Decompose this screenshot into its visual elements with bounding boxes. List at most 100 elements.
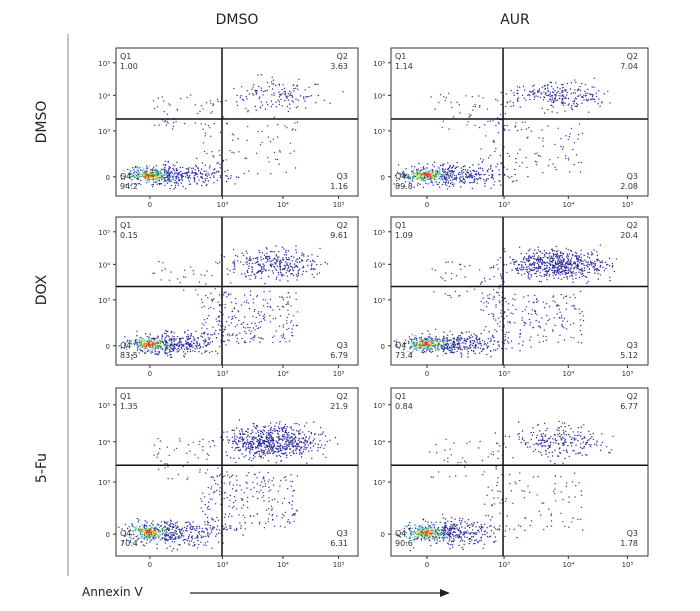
data-point	[246, 251, 247, 252]
data-point	[472, 164, 473, 165]
data-point	[275, 102, 276, 103]
data-point	[527, 137, 528, 138]
data-point	[443, 96, 444, 97]
data-point	[436, 339, 437, 340]
data-point	[299, 441, 300, 442]
data-point	[278, 426, 279, 427]
data-point	[205, 178, 206, 179]
data-point	[263, 318, 264, 319]
data-point	[164, 174, 165, 175]
data-point	[169, 354, 170, 355]
data-point	[156, 353, 157, 354]
data-point	[478, 347, 479, 348]
data-point	[523, 325, 524, 326]
data-point	[462, 176, 463, 177]
data-point	[264, 319, 265, 320]
data-point	[550, 257, 551, 258]
data-point	[450, 183, 451, 184]
data-point	[151, 176, 152, 177]
data-point	[215, 330, 216, 331]
data-point	[515, 158, 516, 159]
data-point	[168, 336, 169, 337]
data-point	[418, 346, 419, 347]
data-point	[411, 341, 412, 342]
data-point	[169, 345, 170, 346]
data-point	[292, 267, 293, 268]
data-point	[173, 188, 174, 189]
data-point	[259, 342, 260, 343]
data-point	[298, 100, 299, 101]
data-point	[445, 344, 446, 345]
data-point	[202, 178, 203, 179]
data-point	[211, 351, 212, 352]
data-point	[454, 349, 455, 350]
x-tick-label: 0	[148, 201, 152, 209]
data-point	[156, 165, 157, 166]
y-tick-label: 0	[381, 174, 385, 182]
data-point	[488, 178, 489, 179]
data-point	[287, 268, 288, 269]
data-point	[182, 180, 183, 181]
data-point	[297, 311, 298, 312]
data-point	[528, 273, 529, 274]
data-point	[261, 101, 262, 102]
data-point	[492, 174, 493, 175]
data-point	[249, 258, 250, 259]
data-point	[271, 444, 272, 445]
data-point	[556, 246, 557, 247]
data-point	[267, 439, 268, 440]
data-point	[185, 340, 186, 341]
data-point	[205, 165, 206, 166]
data-point	[441, 345, 442, 346]
data-point	[567, 83, 568, 84]
data-point	[463, 342, 464, 343]
data-point	[196, 158, 197, 159]
data-point	[579, 313, 580, 314]
data-point	[490, 168, 491, 169]
data-point	[554, 301, 555, 302]
data-point	[495, 166, 496, 167]
data-point	[263, 457, 264, 458]
data-point	[247, 90, 248, 91]
data-point	[297, 89, 298, 90]
data-point	[206, 328, 207, 329]
data-point	[308, 96, 309, 97]
data-point	[149, 165, 150, 166]
data-point	[563, 253, 564, 254]
data-point	[553, 317, 554, 318]
x-tick-label: 0	[425, 201, 429, 209]
data-point	[492, 335, 493, 336]
data-point	[279, 96, 280, 97]
data-point	[167, 179, 168, 180]
data-point	[546, 95, 547, 96]
data-point	[282, 93, 283, 94]
data-point	[575, 272, 576, 273]
data-point	[572, 109, 573, 110]
data-point	[142, 346, 143, 347]
data-point	[273, 440, 274, 441]
data-point	[297, 325, 298, 326]
data-point	[284, 338, 285, 339]
data-point	[421, 180, 422, 181]
data-point	[423, 167, 424, 168]
data-point	[553, 278, 554, 279]
data-point	[499, 169, 500, 170]
data-point	[225, 326, 226, 327]
data-point	[428, 174, 429, 175]
data-point	[223, 331, 224, 332]
data-point	[137, 346, 138, 347]
data-point	[217, 162, 218, 163]
data-point	[289, 104, 290, 105]
data-point	[543, 301, 544, 302]
data-point	[142, 351, 143, 352]
data-point	[529, 278, 530, 279]
data-point	[254, 323, 255, 324]
data-point	[561, 84, 562, 85]
data-point	[465, 346, 466, 347]
x-tick-label: 0	[425, 370, 429, 378]
quadrant-percent-q4: 94.2	[120, 182, 138, 191]
data-point	[447, 261, 448, 262]
data-point	[452, 349, 453, 350]
data-point	[419, 341, 420, 342]
data-point	[411, 166, 412, 167]
